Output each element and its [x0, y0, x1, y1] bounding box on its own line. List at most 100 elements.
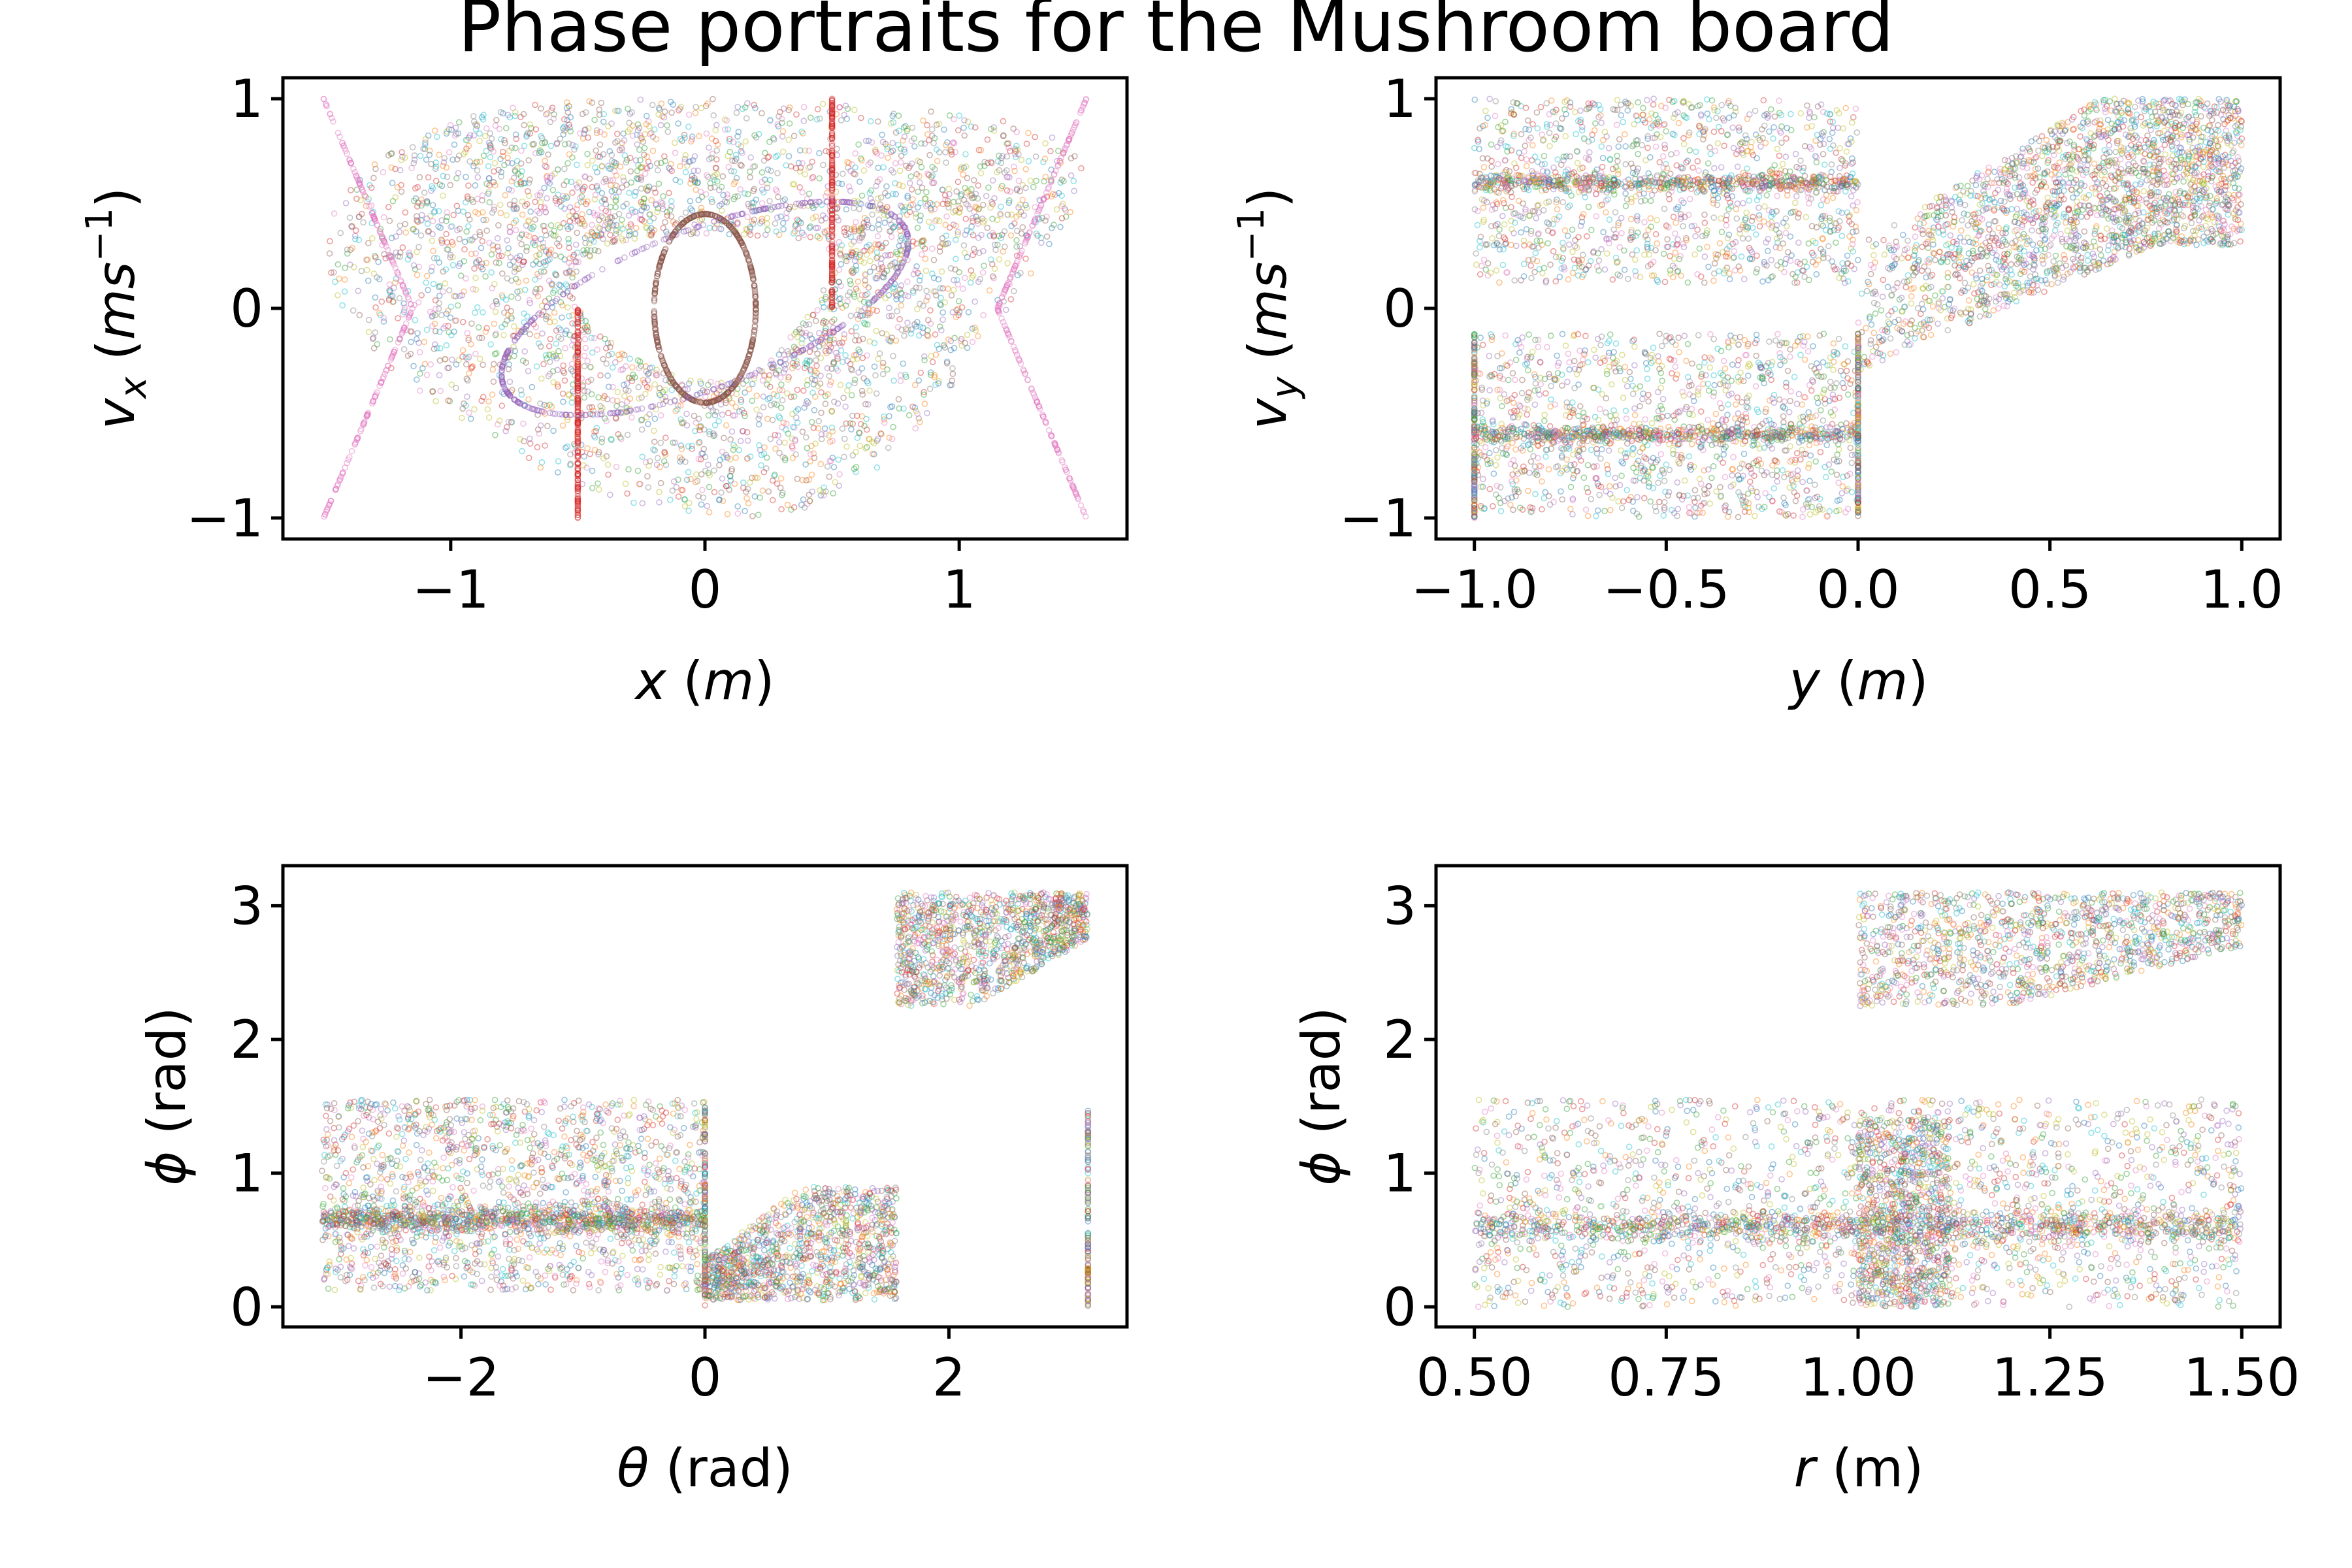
- scatter-point: [881, 419, 888, 426]
- scatter-point: [1057, 223, 1064, 231]
- scatter-point: [517, 114, 524, 120]
- scatter-point: [811, 406, 818, 414]
- scatter-point: [483, 227, 491, 234]
- scatter-point: [561, 165, 568, 172]
- scatter-point: [890, 110, 897, 117]
- scatter-point: [592, 164, 598, 171]
- scatter-point: [634, 127, 642, 134]
- scatter-point: [857, 442, 864, 449]
- scatter-point: [614, 389, 621, 395]
- scatter-point: [591, 446, 598, 453]
- scatter-point: [874, 272, 881, 280]
- scatter-point: [869, 211, 875, 218]
- scatter-point: [461, 246, 468, 253]
- scatter-point: [1013, 227, 1021, 235]
- scatter-point: [1003, 306, 1009, 314]
- scatter-point: [906, 163, 913, 170]
- scatter-point: [554, 367, 561, 374]
- scatter-point: [692, 110, 699, 116]
- scatter-point: [849, 250, 856, 256]
- scatter-point: [476, 229, 483, 236]
- scatter-point: [1067, 208, 1074, 216]
- scatter-point: [777, 484, 784, 491]
- scatter-point: [962, 151, 969, 157]
- scatter-point: [672, 231, 678, 238]
- scatter-point: [521, 310, 527, 317]
- scatter-point: [838, 117, 845, 123]
- scatter-point: [409, 144, 416, 151]
- scatter-point: [745, 385, 753, 393]
- scatter-point: [453, 203, 461, 210]
- scatter-point: [651, 427, 657, 434]
- scatter-point: [917, 200, 924, 206]
- scatter-point: [461, 288, 468, 295]
- scatter-point: [559, 314, 565, 321]
- scatter-point: [519, 211, 526, 218]
- scatter-point: [879, 370, 887, 378]
- scatter-point: [677, 163, 683, 170]
- scatter-point: [668, 109, 675, 116]
- scatter-point: [860, 167, 868, 174]
- scatter-point: [634, 467, 642, 474]
- scatter-point: [980, 201, 987, 208]
- scatter-point: [664, 208, 670, 216]
- scatter-point: [639, 453, 646, 461]
- scatter-point: [974, 195, 981, 202]
- scatter-point: [724, 194, 731, 201]
- scatter-point: [440, 288, 446, 295]
- scatter-point: [478, 397, 485, 404]
- scatter-point: [624, 431, 631, 438]
- scatter-point: [456, 236, 463, 242]
- scatter-point: [873, 327, 880, 335]
- scatter-point: [467, 416, 474, 422]
- scatter-point: [788, 393, 794, 400]
- scatter-point: [389, 197, 397, 204]
- scatter-point: [841, 435, 848, 442]
- scatter-point: [771, 136, 777, 143]
- scatter-point: [541, 223, 548, 229]
- scatter-point: [491, 168, 497, 175]
- scatter-point: [378, 298, 385, 305]
- scatter-point: [806, 331, 813, 338]
- scatter-point: [719, 173, 727, 180]
- scatter-point: [702, 393, 709, 400]
- scatter-point: [512, 144, 519, 152]
- scatter-point: [710, 112, 717, 119]
- scatter-point: [500, 332, 507, 338]
- scatter-point: [489, 209, 496, 216]
- scatter-point: [813, 363, 820, 369]
- scatter-point: [519, 261, 526, 269]
- scatter-point: [779, 489, 786, 497]
- scatter-point: [916, 284, 923, 291]
- scatter-point: [1030, 184, 1037, 191]
- scatter-point: [880, 164, 887, 171]
- scatter-point: [341, 288, 348, 295]
- scatter-point: [431, 127, 438, 134]
- scatter-point: [855, 141, 862, 148]
- scatter-point: [938, 295, 944, 301]
- scatter-point: [470, 113, 477, 120]
- scatter-point: [566, 392, 572, 399]
- scatter-point: [941, 126, 947, 133]
- scatter-point: [928, 126, 936, 133]
- scatter-point: [641, 195, 647, 202]
- scatter-point: [485, 398, 492, 405]
- scatter-point: [372, 304, 379, 311]
- scatter-point: [578, 442, 585, 448]
- scatter-point: [1000, 248, 1006, 255]
- scatter-point: [920, 117, 926, 124]
- scatter-point: [1027, 270, 1034, 277]
- scatter-point: [919, 329, 926, 336]
- scatter-point: [916, 179, 923, 186]
- scatter-point: [902, 371, 909, 378]
- scatter-point: [523, 277, 530, 284]
- scatter-point: [934, 157, 941, 165]
- scatter-point: [555, 458, 562, 465]
- scatter-point: [779, 128, 787, 135]
- scatter-point: [495, 221, 502, 229]
- scatter-point: [794, 386, 801, 393]
- scatter-point: [867, 269, 874, 275]
- scatter-point: [986, 287, 993, 294]
- scatter-point: [740, 484, 747, 491]
- scatter-point: [386, 281, 393, 288]
